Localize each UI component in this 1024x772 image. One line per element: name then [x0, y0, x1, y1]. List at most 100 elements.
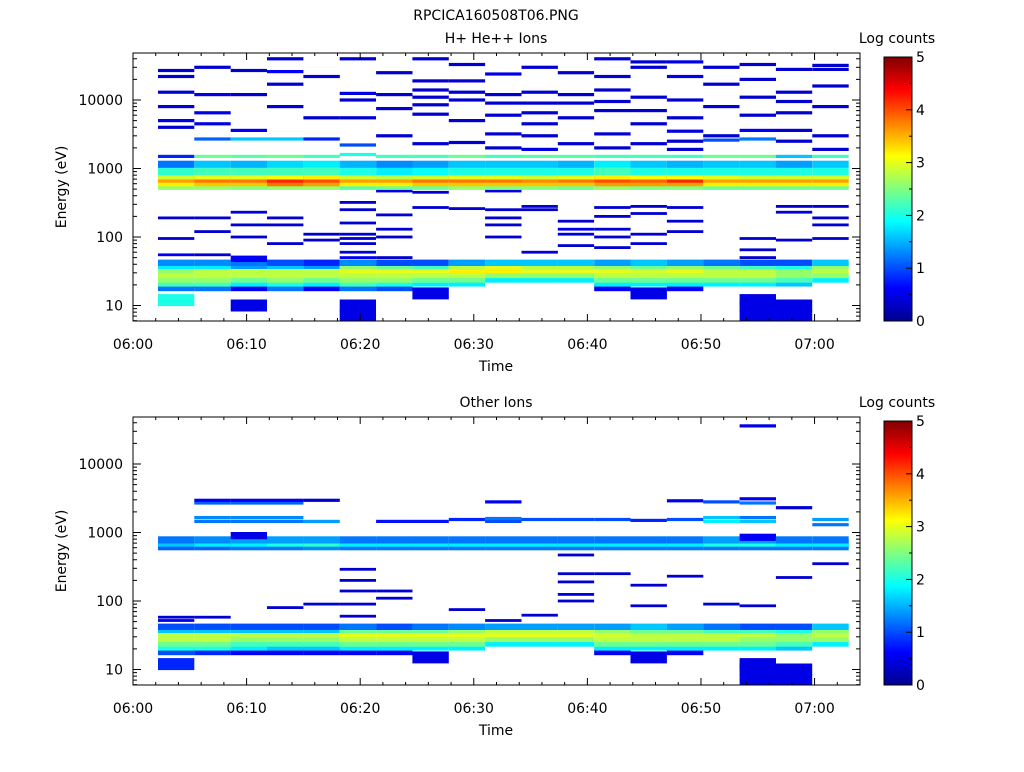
heatmap-cell	[630, 630, 667, 638]
heatmap-cell	[194, 259, 231, 266]
heatmap-cell	[521, 276, 558, 283]
heatmap-cell	[594, 168, 631, 176]
heatmap-cell	[666, 635, 704, 643]
heatmap-cell	[630, 242, 667, 245]
heatmap-cell	[485, 519, 522, 523]
heatmap-cell	[666, 219, 704, 223]
heatmap-cell	[630, 109, 667, 113]
heatmap-cell	[194, 648, 231, 656]
heatmap-cell	[485, 259, 522, 266]
heatmap-cell	[521, 250, 558, 254]
heatmap-cell	[703, 179, 740, 187]
heatmap-cell	[594, 172, 631, 180]
heatmap-cell	[812, 640, 849, 647]
heatmap-cell	[703, 536, 740, 544]
heatmap-cell	[448, 90, 486, 94]
x-tick-label: 07:00	[794, 701, 834, 717]
heatmap-cell	[412, 259, 449, 266]
x-tick-label: 07:00	[794, 337, 834, 353]
heatmap-cell	[448, 259, 486, 266]
heatmap-cell	[775, 644, 813, 651]
x-tick-label: 06:50	[681, 701, 721, 717]
heatmap-cell	[666, 98, 704, 102]
heatmap-cell	[630, 644, 667, 651]
heatmap-cell	[194, 519, 231, 523]
heatmap-cell	[448, 635, 486, 643]
heatmap-cell	[594, 644, 631, 651]
heatmap-cell	[812, 635, 849, 643]
heatmap-cell	[775, 266, 813, 274]
heatmap-cell	[376, 107, 413, 111]
heatmap-cell	[594, 630, 631, 638]
heatmap-cell	[339, 237, 376, 240]
heatmap-cell	[485, 635, 522, 643]
heatmap-cell	[158, 179, 195, 187]
heatmap-cell	[557, 271, 595, 279]
heatmap-cell	[339, 579, 376, 582]
heatmap-cell	[521, 160, 558, 168]
heatmap-cell	[194, 111, 231, 115]
heatmap-cell	[158, 648, 195, 656]
heatmap-cell	[521, 640, 558, 647]
heatmap-cell	[376, 648, 413, 656]
colorbar-tick-label: 1	[916, 261, 925, 277]
heatmap-cell	[339, 630, 376, 638]
heatmap-cell	[521, 635, 558, 643]
heatmap-cell	[703, 280, 740, 287]
heatmap-cell	[557, 266, 595, 274]
heatmap-cell	[775, 168, 813, 176]
heatmap-cell	[557, 71, 595, 75]
x-tick-label: 06:50	[681, 337, 721, 353]
heatmap-cell	[594, 284, 631, 292]
heatmap-cell	[448, 179, 486, 187]
heatmap-cell	[557, 101, 595, 105]
heatmap-cell	[703, 160, 740, 168]
heatmap-cell	[448, 608, 486, 611]
heatmap-cell	[230, 276, 267, 283]
heatmap-cell	[594, 280, 631, 287]
heatmap-cell	[521, 271, 558, 279]
heatmap-cell	[485, 72, 522, 76]
heatmap-cell	[412, 640, 449, 647]
heatmap-cell	[594, 276, 631, 283]
heatmap-cell	[339, 232, 376, 236]
heatmap-cell	[158, 619, 195, 622]
heatmap-cell	[812, 105, 849, 109]
heatmap-cell	[485, 93, 522, 97]
heatmap-cell	[339, 602, 376, 606]
heatmap-cell	[666, 206, 704, 209]
heatmap-cell	[703, 134, 740, 138]
heatmap-cell	[230, 536, 267, 544]
heatmap-cell	[267, 82, 304, 86]
heatmap-cell	[775, 623, 813, 630]
heatmap-cell	[267, 259, 304, 266]
heatmap-cell	[376, 168, 413, 176]
heatmap-cell	[303, 630, 340, 638]
heatmap-cell	[303, 640, 340, 647]
heatmap-cell	[485, 113, 522, 117]
x-tick-label: 06:20	[340, 701, 380, 717]
heatmap-cell	[448, 517, 486, 522]
heatmap-cell	[739, 604, 776, 608]
heatmap-cell	[267, 498, 304, 502]
heatmap-cell	[339, 98, 376, 102]
heatmap-cell	[630, 640, 667, 647]
heatmap-cell	[666, 623, 704, 630]
heatmap-cell	[448, 207, 486, 210]
heatmap-cell	[557, 154, 595, 158]
heatmap-cell	[339, 208, 376, 212]
heatmap-cell	[594, 227, 631, 231]
heatmap-cell	[339, 640, 376, 647]
heatmap-cell	[339, 242, 376, 245]
heatmap-cell	[267, 179, 304, 187]
heatmap-cell	[739, 533, 776, 541]
heatmap-cell	[557, 142, 595, 146]
heatmap-cell	[376, 154, 413, 158]
heatmap-cell	[703, 271, 740, 279]
heatmap-cell	[267, 271, 304, 279]
heatmap-cell	[775, 160, 813, 168]
heatmap-cell	[775, 576, 813, 579]
heatmap-cell	[666, 60, 704, 64]
heatmap-cell	[594, 235, 631, 239]
heatmap-cell	[194, 65, 231, 69]
